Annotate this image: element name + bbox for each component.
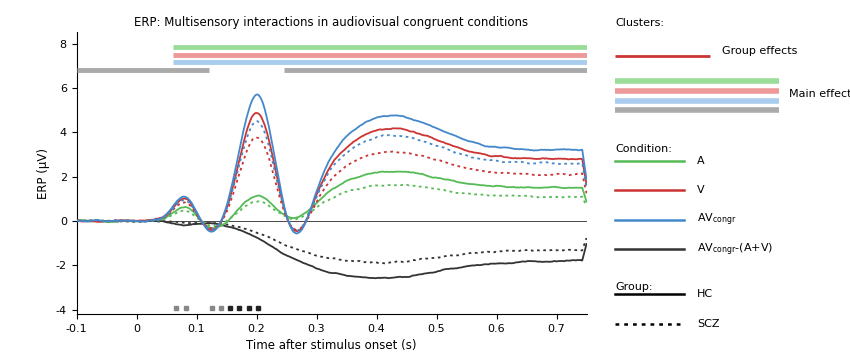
Title: ERP: Multisensory interactions in audiovisual congruent conditions: ERP: Multisensory interactions in audiov… bbox=[134, 16, 529, 29]
Text: AV$_{\rm congr}$: AV$_{\rm congr}$ bbox=[697, 212, 736, 228]
Y-axis label: ERP (μV): ERP (μV) bbox=[37, 148, 50, 199]
Text: Group:: Group: bbox=[615, 282, 653, 292]
Text: A: A bbox=[697, 156, 705, 166]
Text: SCZ: SCZ bbox=[697, 319, 719, 329]
Text: Group effects: Group effects bbox=[722, 46, 798, 56]
X-axis label: Time after stimulus onset (s): Time after stimulus onset (s) bbox=[246, 339, 416, 352]
Text: HC: HC bbox=[697, 289, 713, 299]
Text: Clusters:: Clusters: bbox=[615, 18, 665, 28]
Text: V: V bbox=[697, 185, 705, 195]
Text: Main effects: Main effects bbox=[789, 89, 850, 99]
Text: AV$_{\rm congr}$-(A+V): AV$_{\rm congr}$-(A+V) bbox=[697, 241, 774, 258]
Text: Condition:: Condition: bbox=[615, 144, 672, 155]
